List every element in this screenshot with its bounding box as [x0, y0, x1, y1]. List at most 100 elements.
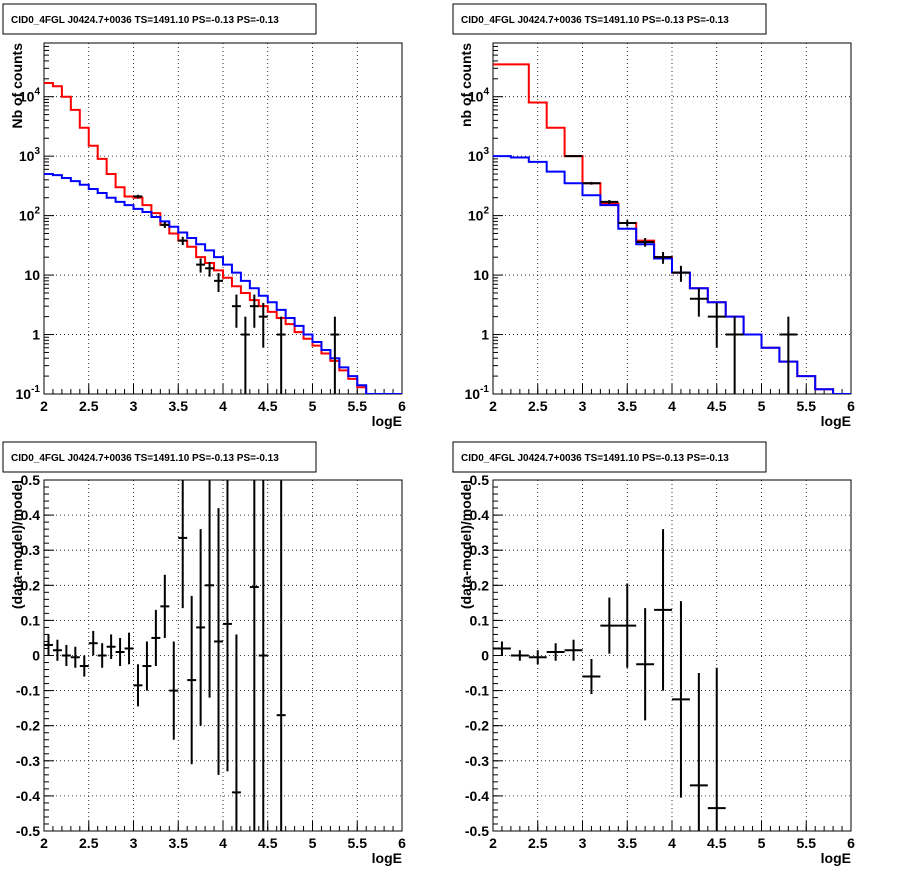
- y-tick-label: 1: [32, 327, 40, 343]
- data-point: [689, 673, 708, 831]
- chart-title: CID0_4FGL J0424.7+0036 TS=1491.10 PS=-0.…: [11, 453, 279, 464]
- data-point: [160, 574, 170, 638]
- x-tick-label: 6: [847, 398, 855, 414]
- data-point: [564, 155, 583, 158]
- x-tick-label: 5: [758, 835, 766, 851]
- y-tick-label: -0.3: [16, 753, 40, 769]
- data-point: [510, 650, 529, 661]
- data-point: [106, 634, 116, 660]
- data-point: [258, 480, 268, 831]
- x-tick-label: 4: [668, 398, 676, 414]
- chart-panel-top-right: CID0_4FGL J0424.7+0036 TS=1491.10 PS=-0.…: [452, 3, 855, 429]
- y-tick-label: 0.1: [21, 612, 41, 628]
- chart-panel-bottom-right: CID0_4FGL J0424.7+0036 TS=1491.10 PS=-0.…: [452, 441, 855, 866]
- y-tick-label: 10: [473, 267, 489, 283]
- x-tick-label: 4.5: [707, 398, 727, 414]
- y-axis-title: nb of counts: [458, 43, 474, 127]
- x-tick-label: 4: [219, 835, 227, 851]
- x-tick-label: 2: [489, 398, 497, 414]
- y-tick-label: 0: [32, 648, 40, 664]
- x-tick-label: 2.5: [528, 398, 548, 414]
- y-tick-label: 0: [481, 648, 489, 664]
- x-tick-label: 2: [40, 835, 48, 851]
- y-tick-label: 104: [19, 87, 41, 105]
- x-tick-label: 4.5: [707, 835, 727, 851]
- x-axis-title: logE: [821, 850, 851, 866]
- y-tick-label: -0.5: [465, 823, 489, 839]
- y-tick-label: 0.3: [21, 542, 41, 558]
- data-point: [276, 480, 286, 831]
- data-point: [600, 200, 619, 204]
- x-tick-label: 6: [847, 835, 855, 851]
- chart-panel-bottom-left: CID0_4FGL J0424.7+0036 TS=1491.10 PS=-0.…: [2, 441, 406, 866]
- data-point: [231, 294, 241, 328]
- data-point: [672, 265, 690, 282]
- y-tick-label: 0.4: [470, 507, 490, 523]
- x-axis-title: logE: [372, 413, 402, 429]
- data-point: [133, 664, 143, 707]
- x-tick-label: 3.5: [169, 398, 189, 414]
- chart-panel-top-left: CID0_4FGL J0424.7+0036 TS=1491.10 PS=-0.…: [2, 3, 406, 429]
- series-2: [133, 194, 340, 394]
- chart-title: CID0_4FGL J0424.7+0036 TS=1491.10 PS=-0.…: [461, 15, 729, 26]
- y-tick-label: 10-1: [465, 384, 490, 402]
- data-point: [672, 601, 690, 798]
- data-point: [178, 480, 188, 609]
- title-box: [2, 3, 317, 35]
- data-point: [707, 302, 726, 348]
- chart-title: CID0_4FGL J0424.7+0036 TS=1491.10 PS=-0.…: [461, 453, 729, 464]
- x-tick-label: 2.5: [528, 835, 548, 851]
- y-tick-label: -0.3: [465, 753, 489, 769]
- y-tick-label: -0.1: [465, 683, 489, 699]
- data-point: [636, 238, 655, 247]
- y-tick-label: 103: [468, 146, 490, 164]
- data-point: [187, 595, 197, 765]
- data-point: [231, 634, 241, 831]
- x-tick-label: 2.5: [79, 835, 99, 851]
- data-point: [582, 181, 601, 185]
- x-axis-title: logE: [821, 413, 851, 429]
- title-box: [2, 441, 317, 473]
- y-tick-label: 10-1: [16, 384, 41, 402]
- data-point: [654, 529, 672, 691]
- data-point: [196, 529, 206, 726]
- data-point: [214, 273, 223, 292]
- data-point: [276, 316, 286, 394]
- y-tick-label: 0.4: [21, 507, 41, 523]
- series-0: [44, 480, 286, 831]
- data-point: [214, 508, 223, 775]
- y-tick-label: 0.5: [470, 472, 490, 488]
- y-tick-label: 0.2: [470, 577, 490, 593]
- y-axis-title: (data-model)/model: [458, 480, 474, 609]
- title-box: [452, 441, 767, 473]
- data-point: [169, 641, 179, 740]
- title-box: [452, 3, 767, 35]
- data-point: [205, 480, 215, 698]
- data-point: [79, 655, 89, 677]
- data-point: [124, 632, 134, 665]
- data-point: [151, 609, 161, 667]
- data-point: [178, 236, 188, 246]
- y-tick-label: -0.2: [465, 718, 489, 734]
- data-point: [618, 583, 637, 668]
- data-point: [654, 251, 672, 264]
- data-point: [196, 258, 206, 273]
- x-tick-label: 5.5: [348, 835, 368, 851]
- data-point: [725, 316, 744, 394]
- data-point: [133, 194, 143, 199]
- y-tick-label: 104: [468, 87, 490, 105]
- data-point: [115, 637, 125, 667]
- y-tick-label: 102: [468, 206, 490, 224]
- data-point: [249, 480, 259, 831]
- x-tick-label: 3: [579, 398, 587, 414]
- y-tick-label: 0.3: [470, 542, 490, 558]
- x-tick-label: 3.5: [618, 398, 638, 414]
- data-point: [707, 667, 726, 831]
- x-axis-title: logE: [372, 850, 402, 866]
- x-tick-label: 4.5: [258, 835, 278, 851]
- y-tick-label: 10: [24, 267, 40, 283]
- data-point: [142, 641, 152, 691]
- y-tick-label: 102: [19, 206, 41, 224]
- series-0: [493, 529, 726, 831]
